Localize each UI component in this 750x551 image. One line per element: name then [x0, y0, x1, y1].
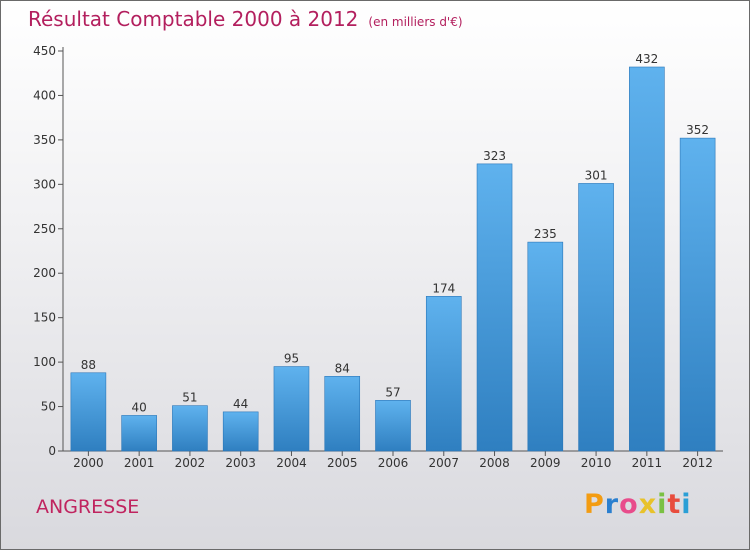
y-tick-label: 250 — [33, 222, 56, 236]
x-tick-label: 2012 — [682, 456, 713, 470]
bar — [679, 137, 716, 452]
bar-value-label: 88 — [81, 358, 96, 372]
bar — [70, 372, 107, 452]
bar — [172, 405, 208, 452]
logo-letter: x — [638, 489, 658, 520]
bar — [578, 183, 614, 452]
bar — [375, 400, 411, 452]
y-tick-label: 200 — [33, 266, 56, 280]
commune-name: ANGRESSE — [36, 496, 140, 518]
y-tick-label: 350 — [33, 133, 56, 147]
y-tick-label: 150 — [33, 311, 56, 325]
y-tick-label: 0 — [48, 444, 56, 458]
y-tick-label: 50 — [41, 400, 56, 414]
x-tick-label: 2003 — [225, 456, 256, 470]
bar-value-label: 235 — [534, 227, 557, 241]
y-tick-label: 100 — [33, 355, 56, 369]
proxiti-logo: Proxiti — [584, 489, 692, 520]
bar-value-label: 301 — [585, 168, 608, 182]
chart-subtitle: (en milliers d'€) — [368, 15, 463, 29]
bar-value-label: 95 — [284, 352, 299, 366]
logo-letter: i — [657, 489, 668, 520]
bar — [121, 415, 157, 452]
bar-value-label: 352 — [686, 123, 709, 137]
logo-letter: i — [681, 489, 692, 520]
bar — [425, 296, 462, 452]
bar — [629, 66, 665, 452]
bar — [273, 366, 310, 452]
bar-value-label: 40 — [132, 400, 147, 414]
logo-letter: t — [667, 489, 682, 520]
x-tick-label: 2011 — [632, 456, 663, 470]
chart-title: Résultat Comptable 2000 à 2012 — [28, 7, 359, 31]
x-tick-label: 2005 — [327, 456, 358, 470]
x-tick-label: 2010 — [581, 456, 612, 470]
bar-value-label: 44 — [233, 397, 248, 411]
x-tick-label: 2004 — [276, 456, 307, 470]
y-tick-label: 400 — [33, 88, 56, 102]
chart-title-block: Résultat Comptable 2000 à 2012 (en millie… — [28, 7, 463, 31]
bar — [324, 376, 361, 452]
bar-value-label: 84 — [335, 361, 350, 375]
bar — [527, 241, 564, 452]
bar — [222, 411, 259, 452]
bar-value-label: 51 — [182, 391, 197, 405]
x-tick-label: 2000 — [73, 456, 104, 470]
bar-value-label: 57 — [385, 385, 400, 399]
x-tick-label: 2002 — [175, 456, 206, 470]
x-tick-label: 2007 — [428, 456, 459, 470]
y-tick-label: 450 — [33, 44, 56, 58]
x-tick-label: 2008 — [479, 456, 510, 470]
logo-letter: r — [604, 489, 620, 520]
logo-letter: P — [584, 489, 605, 520]
y-tick-label: 300 — [33, 177, 56, 191]
x-tick-label: 2009 — [530, 456, 561, 470]
bar — [476, 163, 513, 452]
bar-value-label: 432 — [635, 52, 658, 66]
bar-value-label: 174 — [432, 281, 455, 295]
bar-value-label: 323 — [483, 149, 506, 163]
x-tick-label: 2006 — [378, 456, 409, 470]
logo-letter: o — [619, 489, 639, 520]
x-tick-label: 2001 — [124, 456, 155, 470]
